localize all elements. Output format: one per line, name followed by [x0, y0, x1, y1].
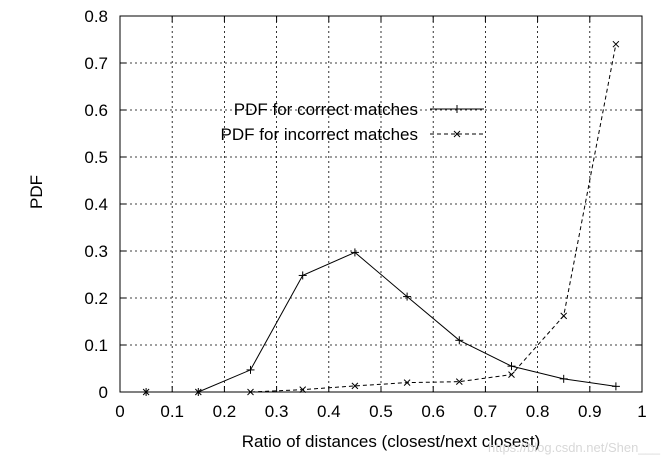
x-tick-label: 0.8 — [526, 402, 550, 421]
data-point — [559, 374, 568, 383]
x-tick-label: 0.6 — [421, 402, 445, 421]
x-tick-label: 0.7 — [474, 402, 498, 421]
data-point — [611, 382, 620, 391]
legend-label: PDF for incorrect matches — [221, 125, 418, 144]
x-tick-label: 0.2 — [213, 402, 237, 421]
data-point — [350, 248, 359, 257]
y-tick-label: 0.4 — [84, 195, 108, 214]
x-tick-label: 0.1 — [160, 402, 184, 421]
y-tick-label: 0.2 — [84, 289, 108, 308]
data-point — [507, 362, 516, 371]
legend: PDF for correct matches PDF for incorrect… — [221, 100, 484, 144]
series-correct-matches — [142, 248, 620, 396]
series-incorrect-matches — [142, 40, 620, 396]
x-tick-label: 0.4 — [317, 402, 341, 421]
y-tick-label: 0.6 — [84, 101, 108, 120]
y-tick-label: 0.8 — [84, 7, 108, 26]
x-tick-label: 1 — [637, 402, 646, 421]
legend-marker — [453, 130, 461, 138]
y-axis-title: PDF — [27, 175, 46, 209]
y-tick-label: 0.1 — [84, 336, 108, 355]
data-point — [298, 271, 307, 280]
data-point — [508, 371, 515, 378]
data-point — [351, 382, 359, 390]
data-point — [246, 365, 255, 374]
legend-entry: PDF for incorrect matches — [221, 125, 484, 144]
x-axis-title: Ratio of distances (closest/next closest… — [242, 432, 541, 451]
data-point — [455, 378, 463, 386]
data-point — [142, 388, 150, 396]
legend-entry: PDF for correct matches — [234, 100, 484, 119]
series-line — [146, 251, 616, 393]
data-point — [247, 388, 254, 396]
series-line — [146, 44, 617, 393]
legend-marker — [453, 105, 461, 113]
data-point — [560, 312, 568, 320]
axis-ticks: 0 0.1 0.2 0.3 0.4 0.5 0.6 0.7 0.8 0.9 1 0 0.1 0.2 0.3 0… — [84, 7, 646, 421]
data-point — [403, 379, 411, 386]
y-tick-label: 0 — [99, 383, 108, 402]
x-tick-label: 0 — [115, 402, 124, 421]
data-point — [403, 292, 412, 301]
x-tick-label: 0.3 — [265, 402, 289, 421]
series-layer — [142, 40, 620, 396]
data-point — [612, 40, 620, 48]
y-tick-label: 0.7 — [84, 54, 108, 73]
watermark: https://blog.csdn.net/Shen___ — [488, 440, 661, 455]
legend-label: PDF for correct matches — [234, 100, 418, 119]
grid-lines — [120, 16, 642, 392]
data-point — [299, 386, 307, 394]
data-point — [455, 336, 464, 345]
y-tick-label: 0.5 — [84, 148, 108, 167]
y-tick-label: 0.3 — [84, 242, 108, 261]
x-tick-label: 0.9 — [578, 402, 602, 421]
data-point — [194, 388, 202, 396]
x-tick-label: 0.5 — [369, 402, 393, 421]
